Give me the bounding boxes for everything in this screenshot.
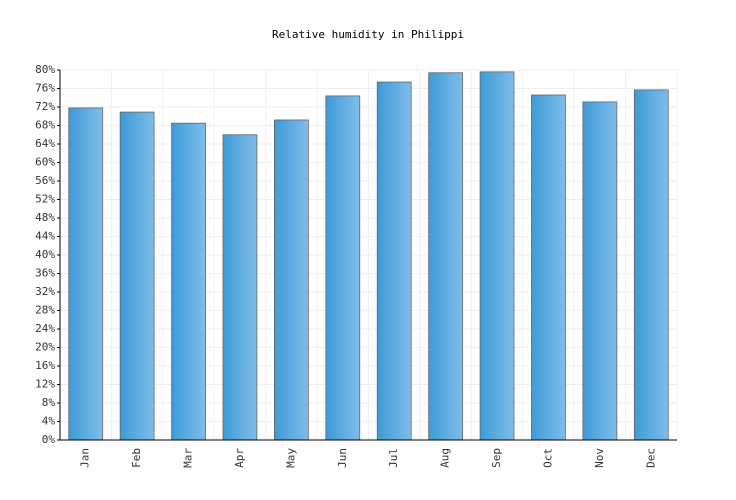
- y-tick-label: 80%: [35, 63, 55, 76]
- y-tick-label: 68%: [35, 119, 55, 132]
- x-tick-label: Jul: [387, 448, 400, 468]
- y-tick-label: 40%: [35, 248, 55, 261]
- x-tick-label: May: [284, 448, 297, 468]
- x-tick-label: Dec: [644, 448, 657, 468]
- x-tick-label: Oct: [541, 448, 554, 468]
- y-tick-label: 64%: [35, 137, 55, 150]
- y-tick-label: 60%: [35, 156, 55, 169]
- y-tick-label: 12%: [35, 378, 55, 391]
- y-tick-label: 0%: [42, 433, 56, 446]
- x-tick-label: Nov: [593, 448, 606, 468]
- y-tick-label: 24%: [35, 322, 55, 335]
- y-tick-label: 76%: [35, 82, 55, 95]
- y-tick-label: 48%: [35, 211, 55, 224]
- bar: [633, 89, 669, 441]
- y-tick-label: 52%: [35, 193, 55, 206]
- bar: [222, 134, 258, 441]
- bar: [274, 119, 309, 441]
- chart-title: Relative humidity in Philippi: [272, 28, 464, 41]
- bar: [171, 122, 206, 441]
- y-tick-label: 44%: [35, 230, 55, 243]
- bar: [68, 107, 104, 441]
- y-tick-label: 56%: [35, 174, 55, 187]
- x-tick-label: Jan: [79, 448, 92, 468]
- bar: [325, 95, 361, 441]
- y-tick-label: 32%: [35, 285, 55, 298]
- y-tick-label: 28%: [35, 304, 55, 317]
- bar: [479, 71, 515, 441]
- x-tick-label: Feb: [130, 448, 143, 468]
- bar: [428, 72, 463, 441]
- x-tick-label: Mar: [182, 448, 195, 468]
- x-tick-label: Sep: [490, 448, 503, 468]
- y-tick-label: 36%: [35, 267, 55, 280]
- x-tick-label: Jun: [336, 448, 349, 468]
- y-tick-label: 4%: [42, 415, 56, 428]
- bar: [582, 101, 618, 441]
- y-tick-label: 8%: [42, 396, 56, 409]
- bar: [531, 94, 566, 441]
- x-tick-label: Apr: [233, 448, 246, 468]
- y-tick-label: 72%: [35, 100, 55, 113]
- x-tick-label: Aug: [439, 448, 452, 468]
- bar: [119, 111, 155, 441]
- y-tick-label: 20%: [35, 341, 55, 354]
- bar: [376, 81, 412, 441]
- y-tick-label: 16%: [35, 359, 55, 372]
